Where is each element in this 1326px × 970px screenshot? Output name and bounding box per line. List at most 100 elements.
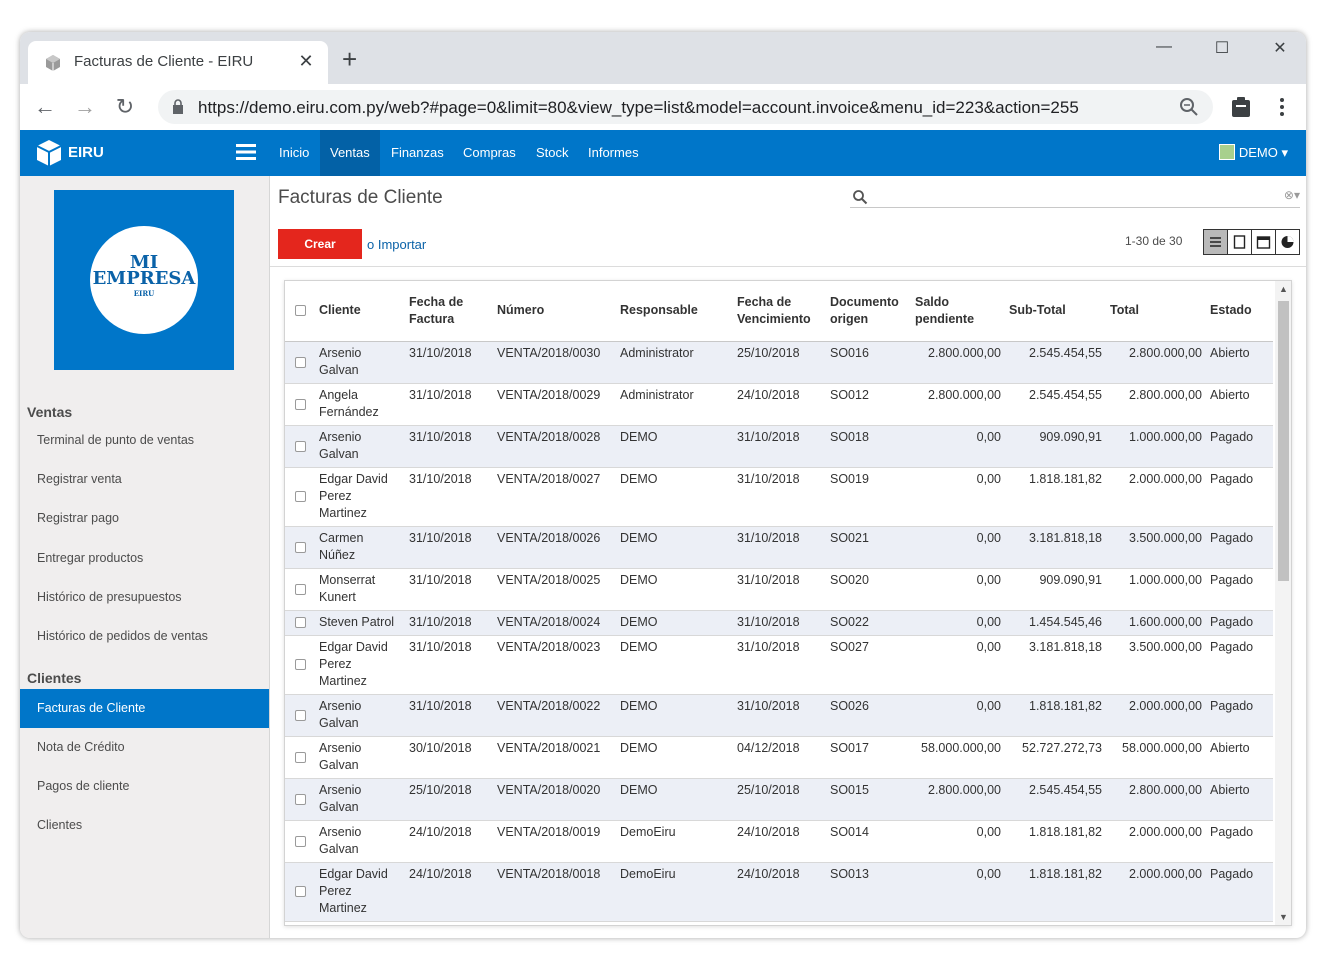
table-row[interactable]: Carmen Núñez 31/10/2018 VENTA/2018/0026 DEM… bbox=[285, 526, 1273, 569]
eiru-logo-icon[interactable] bbox=[34, 138, 64, 168]
list-view-button[interactable] bbox=[1204, 230, 1228, 254]
cell-cliente: Arsenio Galvan bbox=[315, 778, 405, 821]
invoice-table-body: Arsenio Galvan 31/10/2018 VENTA/2018/0030 A… bbox=[285, 341, 1273, 922]
cell-estado: Pagado bbox=[1206, 526, 1273, 569]
column-header-saldo-pendiente[interactable]: Saldo pendiente bbox=[911, 281, 1005, 342]
cell-responsable: DemoEiru bbox=[616, 862, 733, 922]
sidebar-item-historico-presupuestos[interactable]: Histórico de presupuestos bbox=[37, 590, 182, 604]
select-all-checkbox[interactable] bbox=[285, 281, 315, 342]
reload-icon[interactable]: ↻ bbox=[115, 94, 135, 119]
column-header-fecha-factura[interactable]: Fecha de Factura bbox=[405, 281, 493, 342]
cell-total: 1.000.000,00 bbox=[1106, 568, 1206, 611]
row-checkbox[interactable] bbox=[285, 526, 315, 569]
table-row[interactable]: Arsenio Galvan 30/10/2018 VENTA/2018/0021 D… bbox=[285, 736, 1273, 779]
back-icon[interactable]: ← bbox=[34, 94, 56, 119]
sidebar-item-terminal[interactable]: Terminal de punto de ventas bbox=[37, 433, 195, 447]
table-row[interactable]: Edgar David Perez Martinez 31/10/2018 VENT… bbox=[285, 467, 1273, 527]
nav-inicio[interactable]: Inicio bbox=[279, 145, 310, 160]
sidebar-item-nota-credito[interactable]: Nota de Crédito bbox=[37, 740, 125, 754]
maximize-icon[interactable]: ☐ bbox=[1214, 40, 1230, 57]
page-title: Facturas de Cliente bbox=[278, 187, 443, 208]
nav-compras[interactable]: Compras bbox=[463, 145, 516, 160]
row-checkbox[interactable] bbox=[285, 383, 315, 426]
table-row[interactable]: Edgar David Perez Martinez 31/10/2018 VENT… bbox=[285, 635, 1273, 695]
sidebar-item-historico-pedidos[interactable]: Histórico de pedidos de ventas bbox=[37, 629, 208, 643]
row-checkbox[interactable] bbox=[285, 862, 315, 922]
cell-sub-total: 1.454.545,46 bbox=[1005, 610, 1106, 636]
sidebar-item-clientes[interactable]: Clientes bbox=[37, 818, 83, 832]
table-scrollbar[interactable]: ▲ ▼ bbox=[1275, 281, 1291, 925]
search-options-icon[interactable]: ⊗▾ bbox=[1283, 188, 1300, 202]
row-checkbox[interactable] bbox=[285, 467, 315, 527]
row-checkbox[interactable] bbox=[285, 820, 315, 863]
cell-fecha-factura: 25/10/2018 bbox=[405, 778, 493, 821]
table-row[interactable]: Edgar David Perez Martinez 24/10/2018 VENT… bbox=[285, 862, 1273, 922]
user-menu[interactable]: DEMO ▾ bbox=[1218, 130, 1288, 176]
sidebar-item-registrar-venta[interactable]: Registrar venta bbox=[37, 472, 122, 486]
sidebar-item-registrar-pago[interactable]: Registrar pago bbox=[37, 511, 119, 525]
minimize-icon[interactable]: — bbox=[1156, 38, 1172, 55]
column-header-responsable[interactable]: Responsable bbox=[616, 281, 733, 342]
sidebar-item-pagos-cliente[interactable]: Pagos de cliente bbox=[37, 779, 130, 793]
extension-icon[interactable] bbox=[1230, 96, 1252, 118]
graph-view-button[interactable] bbox=[1276, 230, 1299, 254]
import-link[interactable]: o Importar bbox=[367, 237, 427, 252]
scroll-down-icon[interactable]: ▼ bbox=[1279, 912, 1288, 922]
form-view-button[interactable] bbox=[1228, 230, 1252, 254]
search-input[interactable]: ⊗▾ bbox=[850, 186, 1300, 208]
table-row[interactable]: Angela Fernández 31/10/2018 VENTA/2018/002… bbox=[285, 383, 1273, 426]
forward-icon[interactable]: → bbox=[74, 94, 96, 119]
nav-informes[interactable]: Informes bbox=[588, 145, 639, 160]
table-row[interactable]: Steven Patrol 31/10/2018 VENTA/2018/0024 DE… bbox=[285, 610, 1273, 636]
column-header-cliente[interactable]: Cliente bbox=[315, 281, 405, 342]
row-checkbox[interactable] bbox=[285, 568, 315, 611]
new-tab-icon[interactable]: + bbox=[342, 44, 358, 74]
browser-tab[interactable]: Facturas de Cliente - EIRU ✕ bbox=[28, 41, 328, 84]
row-checkbox[interactable] bbox=[285, 610, 315, 636]
sidebar-item-entregar-productos[interactable]: Entregar productos bbox=[37, 551, 144, 565]
calendar-view-button[interactable] bbox=[1252, 230, 1276, 254]
nav-stock[interactable]: Stock bbox=[536, 145, 569, 160]
table-row[interactable]: Arsenio Galvan 31/10/2018 VENTA/2018/0030 A… bbox=[285, 341, 1273, 384]
address-bar[interactable]: https://demo.eiru.com.py/web?#page=0&lim… bbox=[158, 90, 1213, 124]
lock-icon bbox=[173, 99, 183, 114]
hamburger-menu-icon[interactable] bbox=[236, 143, 256, 161]
row-checkbox[interactable] bbox=[285, 694, 315, 737]
column-header-sub-total[interactable]: Sub-Total bbox=[1005, 281, 1106, 342]
create-button[interactable]: Crear bbox=[278, 229, 362, 259]
scrollbar-thumb[interactable] bbox=[1278, 301, 1289, 581]
pager-text[interactable]: 1-30 de 30 bbox=[1125, 234, 1183, 248]
column-header-estado[interactable]: Estado bbox=[1206, 281, 1273, 342]
row-checkbox[interactable] bbox=[285, 778, 315, 821]
nav-ventas[interactable]: Ventas bbox=[320, 130, 380, 176]
row-checkbox[interactable] bbox=[285, 425, 315, 468]
table-row[interactable]: Arsenio Galvan 31/10/2018 VENTA/2018/0028 D… bbox=[285, 425, 1273, 468]
zoom-icon[interactable] bbox=[1179, 97, 1199, 117]
cell-responsable: DEMO bbox=[616, 526, 733, 569]
cell-cliente: Edgar David Perez Martinez bbox=[315, 635, 405, 695]
table-row[interactable]: Monserrat Kunert 31/10/2018 VENTA/2018/002… bbox=[285, 568, 1273, 611]
menu-dots-icon[interactable] bbox=[1272, 96, 1292, 118]
scroll-up-icon[interactable]: ▲ bbox=[1279, 284, 1288, 294]
row-checkbox[interactable] bbox=[285, 341, 315, 384]
cell-numero: VENTA/2018/0021 bbox=[493, 736, 616, 779]
cell-total: 2.800.000,00 bbox=[1106, 778, 1206, 821]
close-window-icon[interactable]: ✕ bbox=[1273, 40, 1287, 57]
table-row[interactable]: Arsenio Galvan 24/10/2018 VENTA/2018/0019 D… bbox=[285, 820, 1273, 863]
table-row[interactable]: Arsenio Galvan 31/10/2018 VENTA/2018/0022 D… bbox=[285, 694, 1273, 737]
row-checkbox[interactable] bbox=[285, 635, 315, 695]
brand-name[interactable]: EIRU bbox=[68, 144, 104, 161]
cell-responsable: Administrator bbox=[616, 341, 733, 384]
column-header-numero[interactable]: Número bbox=[493, 281, 616, 342]
sidebar-item-facturas-cliente[interactable]: Facturas de Cliente bbox=[20, 689, 269, 728]
row-checkbox[interactable] bbox=[285, 736, 315, 779]
table-row[interactable]: Arsenio Galvan 25/10/2018 VENTA/2018/0020 D… bbox=[285, 778, 1273, 821]
cell-cliente: Monserrat Kunert bbox=[315, 568, 405, 611]
cell-fecha-factura: 31/10/2018 bbox=[405, 383, 493, 426]
nav-finanzas[interactable]: Finanzas bbox=[391, 145, 444, 160]
column-header-documento-origen[interactable]: Documento origen bbox=[826, 281, 911, 342]
column-header-fecha-vencimiento[interactable]: Fecha de Vencimiento bbox=[733, 281, 826, 342]
column-header-total[interactable]: Total bbox=[1106, 281, 1206, 342]
form-icon bbox=[1233, 235, 1246, 249]
tab-close-icon[interactable]: ✕ bbox=[298, 51, 314, 71]
